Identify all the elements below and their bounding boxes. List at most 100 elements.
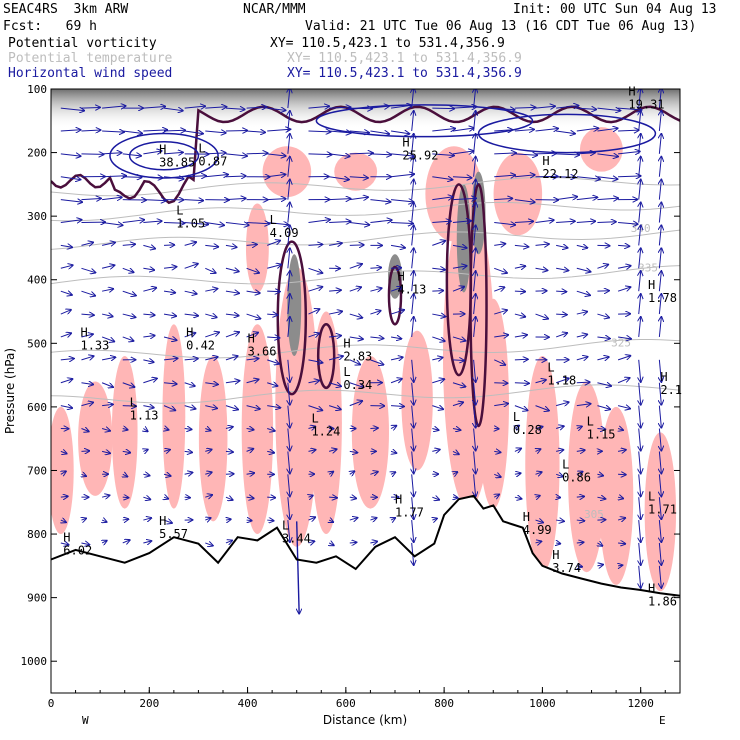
wind-vector: [370, 472, 377, 475]
wind-vector: [432, 336, 444, 341]
low-label-marker: L: [311, 412, 318, 426]
wind-vector: [556, 131, 575, 134]
wind-vector: [143, 378, 156, 384]
wind-vector: [514, 335, 527, 337]
wind-vector: [184, 383, 195, 386]
wind-vector: [639, 497, 641, 519]
legend-pv-field: Potential vorticity: [8, 36, 157, 51]
wind-vector: [349, 108, 372, 109]
wind-vector: [308, 541, 314, 543]
wind-vector: [452, 287, 464, 292]
wind-vector: [308, 309, 319, 315]
wind-vector: [246, 406, 260, 409]
wind-vector: [101, 429, 110, 431]
wind-vector: [597, 198, 618, 199]
wind-vector: [659, 428, 661, 451]
wind-vector: [639, 134, 641, 154]
wind-vector: [143, 151, 161, 154]
wind-vector: [576, 357, 588, 360]
y-tick-label: 1000: [21, 655, 48, 668]
wind-vector: [349, 245, 364, 246]
wind-vector: [412, 497, 414, 519]
wind-vector: [123, 474, 128, 476]
wind-vector: [102, 106, 125, 108]
wind-vector: [102, 176, 126, 177]
wind-vector: [205, 332, 219, 338]
wind-vector: [349, 518, 358, 520]
pv-fill-region: [401, 330, 433, 471]
wind-vector: [659, 542, 661, 565]
wind-vector: [618, 337, 631, 339]
wind-vector: [639, 294, 641, 315]
wind-vector: [308, 154, 331, 155]
wind-vector: [267, 265, 281, 269]
wind-vector: [391, 223, 413, 224]
wind-vector: [122, 382, 135, 387]
wind-vector: [576, 268, 591, 271]
wind-vector: [143, 288, 156, 291]
wind-vector: [288, 248, 290, 269]
wind-vector: [205, 406, 217, 409]
wind-vector: [432, 129, 455, 131]
wind-vector: [452, 382, 465, 387]
low-label-marker: L: [130, 396, 137, 410]
low-label-marker: L: [198, 141, 205, 155]
wind-vector: [597, 406, 610, 410]
wind-vector: [122, 154, 141, 156]
wind-vector: [597, 383, 611, 386]
wind-vector: [494, 244, 505, 246]
wind-vector: [494, 108, 514, 110]
low-label-marker: L: [513, 410, 520, 424]
wind-vector: [391, 472, 395, 474]
wind-vector: [556, 268, 568, 270]
wind-vector: [267, 497, 275, 498]
wind-vector-downdraft: [296, 521, 299, 613]
wind-vector: [494, 153, 516, 154]
wind-vector: [452, 402, 463, 405]
wind-vector: [432, 429, 438, 431]
wind-vector: [535, 313, 548, 319]
wind-vector: [101, 242, 115, 245]
wind-vector: [184, 472, 193, 474]
wind-vector: [205, 472, 211, 474]
wind-vector: [60, 379, 73, 383]
wind-vector: [659, 382, 661, 405]
x-tick-label: 1000: [529, 697, 556, 710]
wind-vector: [659, 271, 661, 292]
high-label-marker: H: [248, 331, 255, 345]
wind-vector: [329, 543, 334, 545]
wind-vector: [474, 451, 476, 473]
wind-vector: [329, 107, 350, 108]
wind-vector: [597, 337, 609, 339]
wind-vector: [556, 314, 567, 315]
theta-label: 335: [638, 261, 658, 274]
wind-vector: [390, 310, 404, 315]
wind-vector: [659, 134, 661, 154]
wind-vector: [246, 358, 259, 359]
wind-vector: [639, 428, 641, 451]
wind-vector: [452, 221, 471, 223]
wind-vector: [81, 474, 86, 476]
wind-vector: [514, 266, 525, 268]
wind-vector: [370, 359, 383, 365]
pv-closed-contour: [387, 265, 403, 326]
wind-vector: [432, 221, 450, 222]
wind-vector: [81, 198, 100, 199]
wind-vector: [329, 290, 341, 291]
wind-vector: [474, 271, 476, 292]
wind-vector: [225, 381, 239, 383]
wind-vector: [474, 225, 476, 246]
wind-vector: [391, 268, 401, 269]
wind-vector: [329, 243, 342, 245]
low-label-value: 1.15: [587, 428, 616, 442]
wind-vector: [246, 107, 267, 108]
wind-vector: [122, 131, 142, 133]
wind-vector: [452, 360, 464, 361]
wind-vector: [225, 356, 238, 360]
low-label-marker: L: [343, 365, 350, 379]
pv-closed-contour: [316, 322, 336, 390]
wind-vector: [659, 294, 661, 315]
wind-vector: [452, 337, 466, 341]
wind-vector: [474, 294, 476, 315]
wind-vector: [432, 358, 442, 360]
